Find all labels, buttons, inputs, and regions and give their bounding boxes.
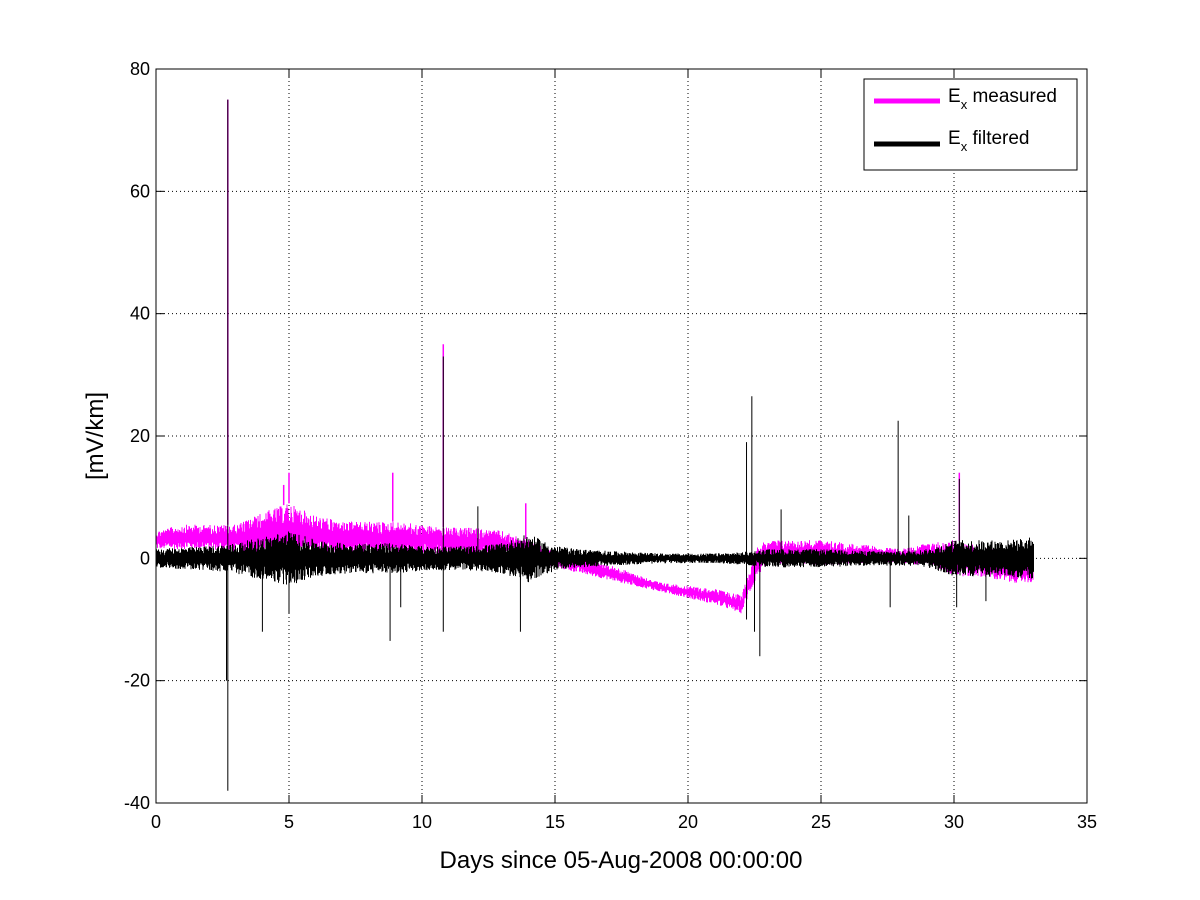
series-ex-filtered — [155, 99, 1034, 791]
y-tick-label: 20 — [130, 426, 150, 446]
x-tick-label: 10 — [412, 812, 432, 832]
legend-filtered-rest: filtered — [967, 128, 1029, 149]
legend-measured-subscript: x — [961, 97, 968, 112]
x-tick-label: 0 — [151, 812, 161, 832]
x-tick-label: 20 — [678, 812, 698, 832]
legend-box — [863, 78, 1078, 171]
x-tick-label: 5 — [284, 812, 294, 832]
x-tick-label: 25 — [811, 812, 831, 832]
y-tick-label: 0 — [140, 548, 150, 568]
legend-entry-measured: Ex measured — [948, 86, 1057, 112]
plot-data — [155, 99, 1034, 791]
x-tick-label: 15 — [545, 812, 565, 832]
x-axis-label: Days since 05-Aug-2008 00:00:00 — [440, 847, 803, 874]
legend-entry-filtered: Ex filtered — [948, 128, 1030, 154]
x-tick-label: 35 — [1077, 812, 1097, 832]
y-tick-label: 40 — [130, 304, 150, 324]
y-tick-label: 60 — [130, 181, 150, 201]
legend-measured-main: E — [948, 86, 961, 107]
y-axis-tick-labels: -40 -20 0 20 40 60 80 — [124, 59, 150, 813]
legend-filtered-main: E — [948, 128, 961, 149]
y-tick-label: -20 — [124, 671, 150, 691]
x-axis-tick-labels: 0 5 10 15 20 25 30 35 — [151, 812, 1097, 832]
legend-measured-rest: measured — [967, 86, 1057, 107]
y-tick-label: -40 — [124, 793, 150, 813]
axis-ticks — [155, 68, 1088, 804]
y-tick-label: 80 — [130, 59, 150, 79]
legend-filtered-subscript: x — [961, 139, 968, 154]
x-tick-label: 30 — [944, 812, 964, 832]
y-axis-label: [mV/km] — [82, 392, 109, 480]
legend: Ex measured Ex filtered — [863, 78, 1078, 171]
